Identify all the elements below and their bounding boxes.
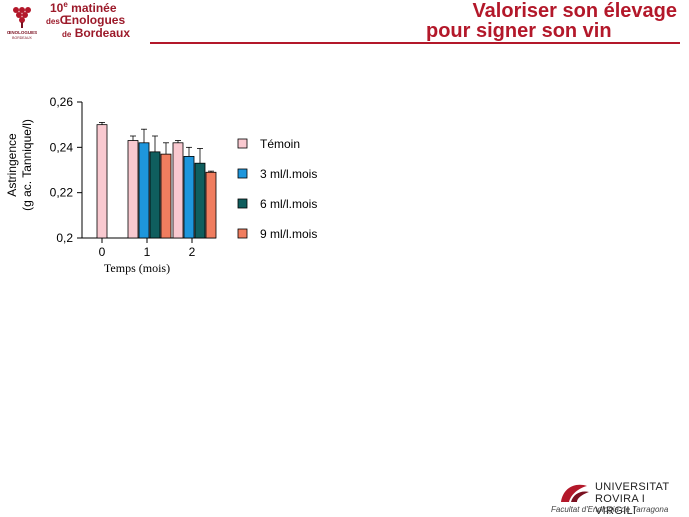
- bar-3 ml/l.mois: [138, 142, 150, 239]
- bar-6 ml/l.mois: [194, 162, 206, 239]
- legend-label: 6 ml/l.mois: [260, 197, 317, 211]
- slide-title-line2: pour signer son vin: [426, 20, 612, 42]
- slide-title-line1: Valoriser son élevage: [472, 0, 677, 22]
- legend-label: 9 ml/l.mois: [260, 227, 317, 241]
- legend-label: 3 ml/l.mois: [260, 167, 317, 181]
- chart-bars: [96, 122, 217, 239]
- faculty-name: Facultat d'Enologia de Tarragona: [551, 505, 669, 514]
- bar-Témoin: [127, 140, 139, 239]
- legend-swatch: [237, 228, 248, 239]
- bar-9 ml/l.mois: [160, 153, 172, 239]
- bar-9 ml/l.mois: [205, 171, 217, 239]
- chart-legend: Témoin 3 ml/l.mois 6 ml/l.mois 9 ml/l.mois: [237, 137, 317, 241]
- y-tick-label: 0,26: [50, 95, 74, 109]
- event-line2: Œnologues: [59, 13, 126, 27]
- legend-swatch: [237, 168, 248, 179]
- bar-Témoin: [96, 124, 108, 239]
- bar-Témoin: [172, 142, 184, 239]
- legend-swatch: [237, 138, 248, 149]
- legend-label: Témoin: [260, 137, 300, 151]
- bar-6 ml/l.mois: [149, 151, 161, 239]
- urv-logo-icon: [561, 484, 589, 502]
- event-line1: matinée: [71, 1, 117, 15]
- event-line3: Bordeaux: [74, 26, 131, 40]
- y-axis-label-line1: Astringence: [5, 133, 19, 197]
- university-footer: UNIVERSITAT ROVIRA I VIRGILI Facultat d'…: [551, 480, 685, 517]
- svg-text:ŒNOLOGUES: ŒNOLOGUES: [7, 30, 37, 35]
- y-tick-label: 0,22: [50, 186, 74, 200]
- event-line3-prefix: de: [62, 30, 72, 39]
- svg-text:BORDEAUX: BORDEAUX: [12, 36, 32, 40]
- event-number-sup: e: [63, 0, 68, 9]
- x-axis-label: Temps (mois): [104, 261, 170, 275]
- event-line2-prefix: des: [46, 17, 60, 26]
- y-tick-label: 0,2: [56, 231, 73, 245]
- y-tick-label: 0,24: [50, 140, 74, 154]
- slide-header: ŒNOLOGUES BORDEAUX 10e matinée desŒnolog…: [0, 0, 689, 44]
- bar-3 ml/l.mois: [183, 155, 195, 239]
- header-divider: [150, 42, 680, 44]
- x-tick-label: 1: [144, 245, 151, 259]
- x-tick-label: 2: [189, 245, 196, 259]
- legend-swatch: [237, 198, 248, 209]
- y-axis-label-line2: (g ac. Tannique/l): [20, 119, 34, 211]
- event-badge: 10e matinée desŒnologues de Bordeaux: [44, 0, 144, 42]
- university-name-line2: ROVIRA I VIRGILI: [595, 493, 646, 517]
- university-name-line1: UNIVERSITAT: [595, 481, 670, 493]
- event-number: 10: [50, 1, 64, 15]
- x-tick-label: 0: [99, 245, 106, 259]
- chart-axes: 0,2 0,22 0,24 0,26 0 1 2: [50, 95, 216, 259]
- oenologues-logo-icon: ŒNOLOGUES BORDEAUX: [2, 2, 42, 40]
